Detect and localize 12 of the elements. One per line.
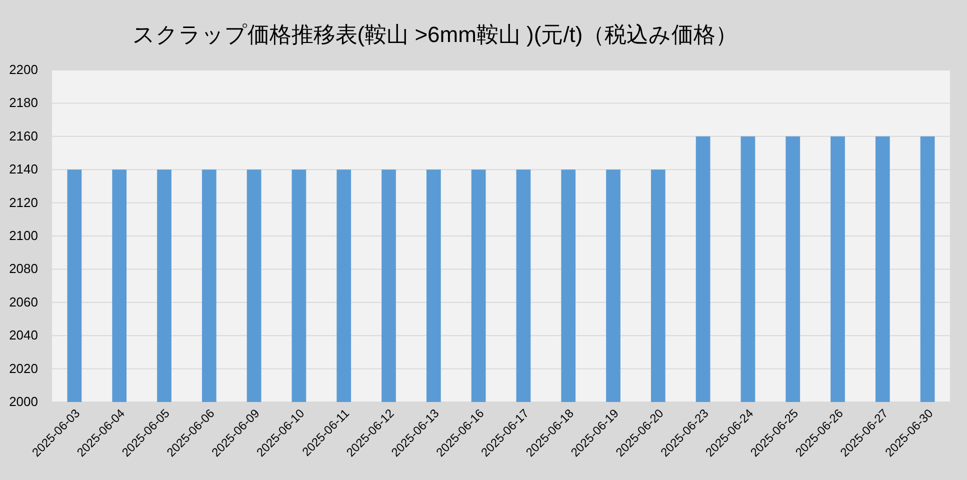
y-tick-label: 2180 <box>9 95 38 110</box>
y-tick-label: 2000 <box>9 394 38 409</box>
chart-title: スクラップ価格推移表(鞍山 >6mm鞍山 )(元/t)（税込み価格） <box>132 22 738 47</box>
y-tick-label: 2160 <box>9 128 38 144</box>
y-tick-label: 2080 <box>9 261 38 276</box>
y-tick-label: 2120 <box>9 194 38 210</box>
y-tick-label: 2140 <box>9 162 38 177</box>
y-tick-label: 2040 <box>9 328 38 343</box>
y-tick-label: 2020 <box>9 360 38 376</box>
y-tick-label: 2200 <box>9 62 38 77</box>
y-tick-label: 2100 <box>9 228 38 243</box>
y-tick-label: 2060 <box>9 294 38 310</box>
